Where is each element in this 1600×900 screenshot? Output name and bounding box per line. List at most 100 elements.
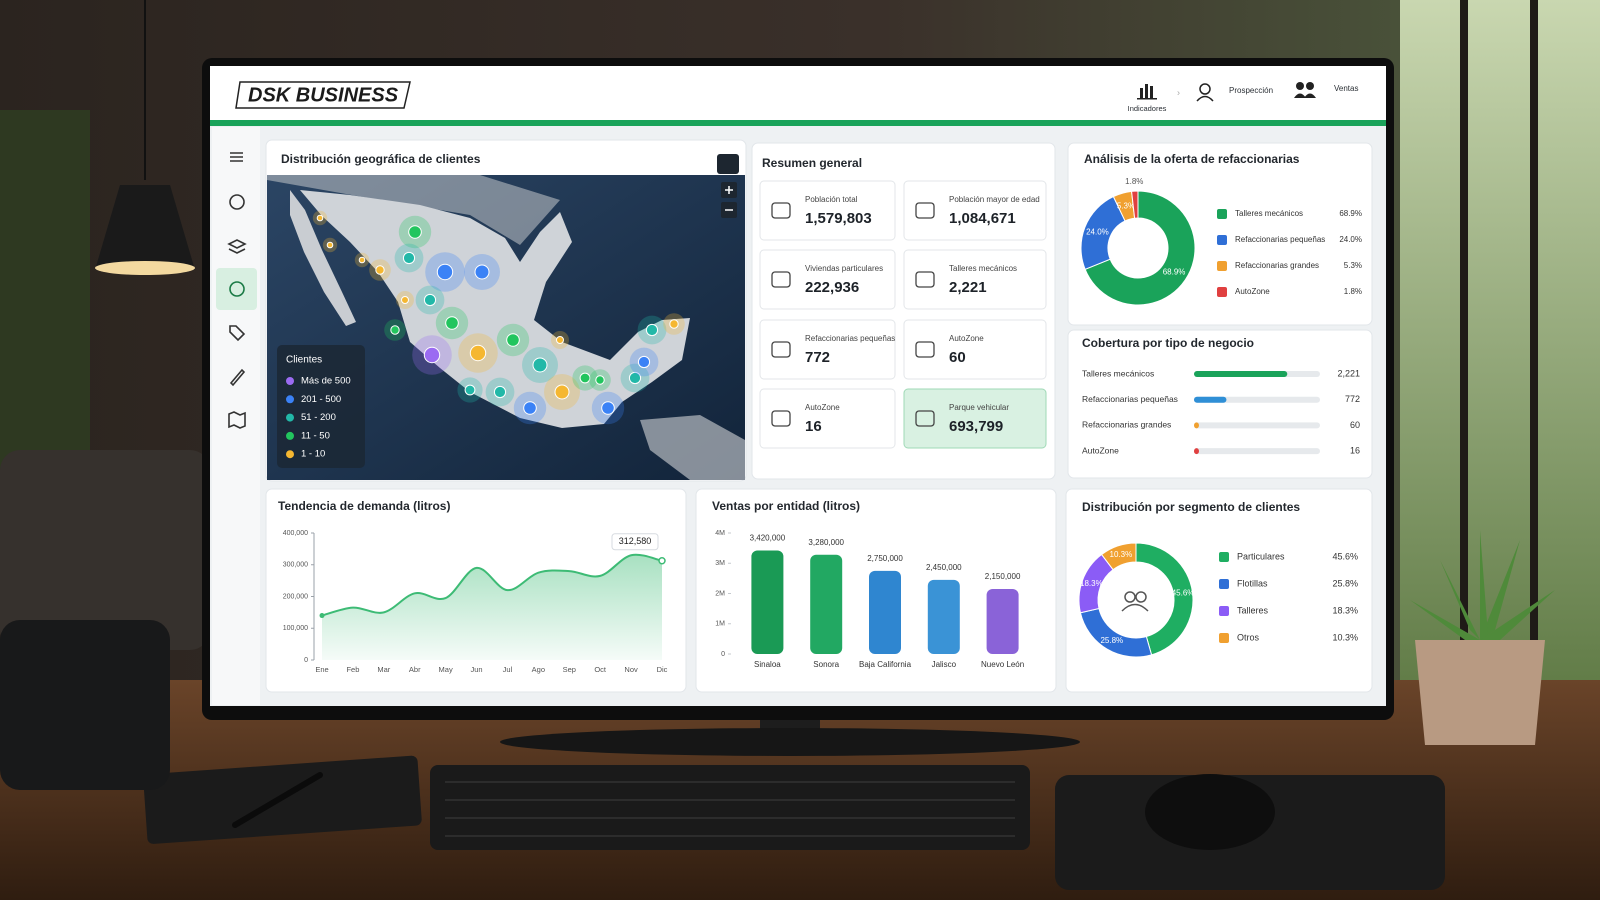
- map-clusters[interactable]: [312, 210, 685, 425]
- map-land: [640, 415, 745, 480]
- cluster: [579, 372, 591, 384]
- legend-label: 51 - 200: [301, 412, 336, 423]
- sidebar-icons[interactable]: [227, 152, 247, 429]
- y-tick-label: 0: [304, 657, 308, 664]
- cluster: [554, 384, 570, 400]
- x-tick-label: Dic: [657, 665, 668, 674]
- mug: [0, 620, 170, 790]
- panel-title: Cobertura por tipo de negocio: [1082, 336, 1254, 350]
- bar: [751, 550, 784, 654]
- y-tick-label: 0: [721, 651, 725, 658]
- nav-icon: [1137, 84, 1157, 100]
- x-tick-label: Jul: [503, 665, 513, 674]
- monitor-base: [500, 728, 1080, 756]
- cluster: [469, 344, 487, 362]
- header: [210, 66, 1386, 121]
- y-tick-label: 1M: [715, 621, 725, 628]
- donut-center-icon: [1135, 591, 1147, 603]
- y-tick-label: 300,000: [283, 562, 308, 569]
- cluster: [445, 316, 459, 330]
- summary-card: [903, 249, 1047, 310]
- legend-value: 68.9%: [1339, 209, 1362, 218]
- card-label: Refaccionarias pequeñas: [805, 334, 895, 343]
- cluster: [493, 385, 507, 399]
- map-land: [290, 190, 356, 326]
- bar-value: 3,280,000: [808, 538, 844, 547]
- mouse: [1145, 774, 1275, 850]
- bar-value: 2,750,000: [867, 554, 903, 563]
- line: [321, 553, 663, 617]
- x-tick-label: Ene: [315, 665, 328, 674]
- bar-label: Refaccionarias grandes: [1082, 420, 1171, 430]
- donut-slice: [1100, 542, 1137, 571]
- annotation: 312,580: [619, 536, 652, 546]
- point: [658, 557, 666, 565]
- legend-value: 1.8%: [1344, 287, 1362, 296]
- slice-label: 5.3%: [1117, 201, 1135, 210]
- nav-item[interactable]: Indicadores: [1128, 104, 1167, 113]
- card-value: 1,084,671: [949, 210, 1016, 227]
- cluster: [474, 264, 490, 280]
- x-tick-label: Nov: [624, 665, 638, 674]
- card-value: 222,936: [805, 279, 859, 296]
- legend-swatch: [1219, 552, 1229, 562]
- legend-label: Particulares: [1237, 551, 1285, 561]
- fullscreen-button[interactable]: [717, 154, 739, 174]
- card-label: Viviendas particulares: [805, 264, 883, 273]
- x-tick-label: Mar: [377, 665, 390, 674]
- card-icon: [915, 341, 935, 358]
- x-tick-label: Oct: [594, 665, 607, 674]
- cluster: [669, 319, 679, 329]
- legend-swatch: [1219, 579, 1229, 589]
- legend-value: 18.3%: [1332, 605, 1358, 615]
- donut-center-icon: [1121, 603, 1149, 612]
- cluster: [316, 214, 324, 222]
- card-value: 60: [949, 349, 966, 366]
- cluster: [628, 371, 642, 385]
- keyboard-keys: [445, 781, 1015, 837]
- nav-item[interactable]: Prospección: [1229, 86, 1273, 95]
- legend-label: Otros: [1237, 632, 1260, 642]
- legend-value: 24.0%: [1339, 235, 1362, 244]
- nav-item[interactable]: Ventas: [1334, 84, 1358, 93]
- summary-card: [903, 180, 1047, 241]
- cluster: [506, 333, 520, 347]
- bar-value: 60: [1350, 420, 1360, 430]
- card-value: 2,221: [949, 279, 987, 296]
- point: [319, 613, 325, 619]
- cluster: [326, 241, 334, 249]
- summary-card: [759, 249, 896, 310]
- x-tick-label: Jalisco: [932, 660, 957, 669]
- map-legend-title: Clientes: [286, 355, 322, 366]
- summary-card: [759, 180, 896, 241]
- x-tick-label: May: [439, 665, 453, 674]
- cluster: [390, 325, 400, 335]
- legend-swatch: [286, 413, 294, 422]
- donut-slice: [1084, 190, 1196, 306]
- cluster: [423, 293, 437, 307]
- legend-label: Refaccionarias grandes: [1235, 261, 1319, 270]
- bar-value: 3,420,000: [750, 534, 786, 543]
- cluster: [601, 401, 615, 415]
- card-icon: [771, 410, 791, 427]
- cluster: [637, 355, 651, 369]
- cluster: [645, 323, 659, 337]
- legend-swatch: [286, 431, 294, 440]
- panel-title: Distribución por segmento de clientes: [1082, 500, 1300, 514]
- summary-card: [759, 319, 896, 380]
- cluster: [402, 251, 416, 265]
- nav-icon: [1294, 82, 1316, 98]
- card-value: 772: [805, 349, 830, 366]
- panel-title: Resumen general: [762, 156, 862, 170]
- x-tick-label: Sonora: [813, 660, 839, 669]
- slice-label: 24.0%: [1086, 227, 1109, 236]
- legend-label: 201 - 500: [301, 394, 341, 405]
- legend-value: 5.3%: [1344, 261, 1362, 270]
- legend-label: Talleres: [1237, 605, 1269, 615]
- map-land: [267, 175, 560, 245]
- legend-label: Más de 500: [301, 376, 351, 387]
- slice-label: 10.3%: [1110, 550, 1133, 559]
- x-tick-label: Sinaloa: [754, 660, 781, 669]
- brand: DSK BUSINESS: [248, 84, 399, 106]
